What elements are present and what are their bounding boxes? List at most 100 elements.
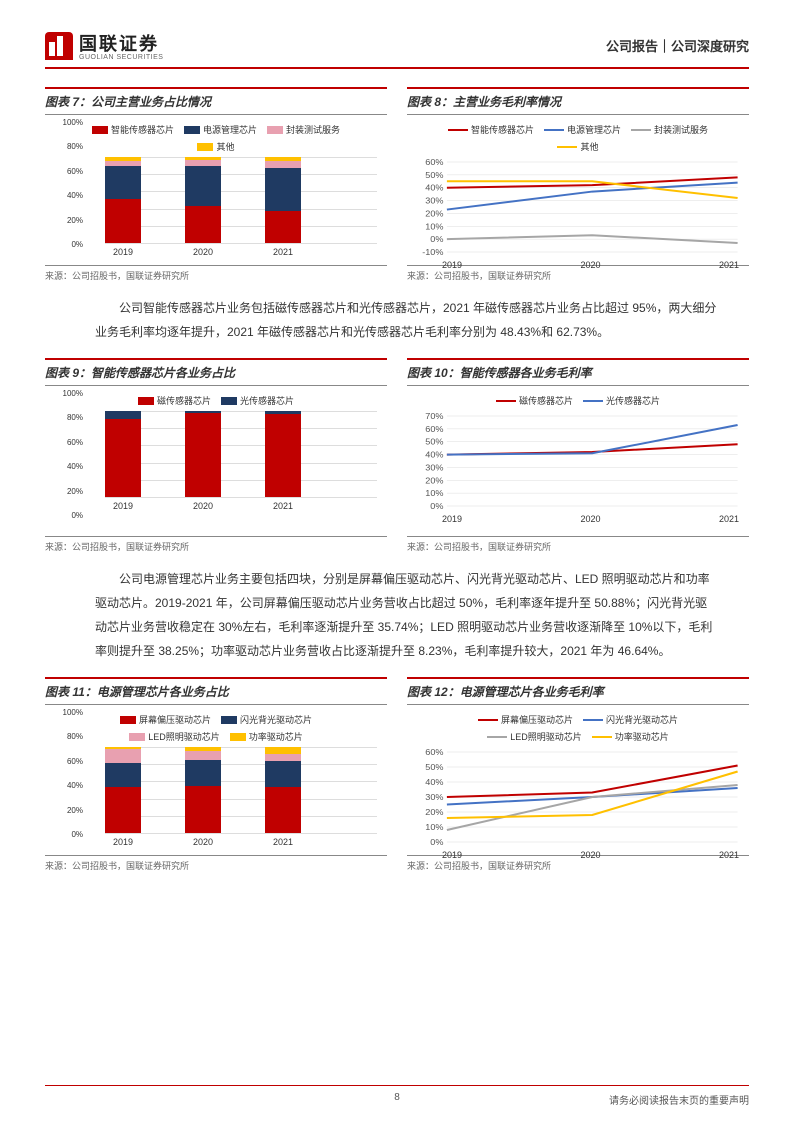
legend-swatch bbox=[197, 143, 213, 151]
line-x-label: 2020 bbox=[580, 850, 600, 860]
page-header: 国联证券 GUOLIAN SECURITIES 公司报告｜公司深度研究 bbox=[45, 30, 749, 69]
legend-label: 封装测试服务 bbox=[286, 123, 340, 136]
legend-swatch bbox=[221, 397, 237, 405]
svg-text:20%: 20% bbox=[425, 808, 444, 817]
bar-group bbox=[185, 747, 221, 833]
legend-label: 屏幕偏压驱动芯片 bbox=[139, 713, 211, 726]
legend-label: 电源管理芯片 bbox=[567, 123, 621, 136]
chart-7-source: 来源：公司招股书，国联证券研究所 bbox=[45, 265, 387, 282]
y-tick: 100% bbox=[55, 709, 83, 717]
chart-line bbox=[447, 425, 738, 455]
legend-label: 磁传感器芯片 bbox=[157, 394, 211, 407]
chart-10-title: 图表 10：智能传感器各业务毛利率 bbox=[407, 358, 749, 386]
bar-segment bbox=[105, 787, 141, 833]
legend-item: LED照明驱动芯片 bbox=[487, 730, 582, 743]
legend-swatch bbox=[631, 129, 651, 131]
legend-swatch bbox=[592, 736, 612, 738]
line-x-label: 2021 bbox=[719, 260, 739, 270]
legend-swatch bbox=[557, 146, 577, 148]
legend-item: 闪光背光驱动芯片 bbox=[221, 713, 312, 726]
bar-segment bbox=[105, 411, 141, 419]
legend-item: 其他 bbox=[197, 140, 234, 153]
legend-label: 电源管理芯片 bbox=[203, 123, 257, 136]
page-number: 8 bbox=[394, 1092, 400, 1103]
chart-8-legend: 智能传感器芯片 电源管理芯片封装测试服务其他 bbox=[438, 123, 718, 153]
chart-11-title: 图表 11：电源管理芯片各业务占比 bbox=[45, 677, 387, 705]
legend-item: 封装测试服务 bbox=[631, 123, 708, 136]
line-x-label: 2019 bbox=[442, 850, 462, 860]
legend-item: 封装测试服务 bbox=[267, 123, 340, 136]
chart-7-title: 图表 7：公司主营业务占比情况 bbox=[45, 87, 387, 115]
legend-item: 智能传感器芯片 bbox=[92, 123, 174, 136]
legend-label: 光传感器芯片 bbox=[606, 394, 660, 407]
paragraph-1: 公司智能传感器芯片业务包括磁传感器芯片和光传感器芯片，2021 年磁传感器芯片业… bbox=[95, 296, 719, 344]
legend-item: 智能传感器芯片 bbox=[448, 123, 534, 136]
legend-swatch bbox=[92, 126, 108, 134]
bar-group bbox=[105, 157, 141, 243]
legend-swatch bbox=[544, 129, 564, 131]
header-right: 公司报告｜公司深度研究 bbox=[606, 36, 749, 55]
svg-text:40%: 40% bbox=[425, 778, 444, 787]
chart-11-source: 来源：公司招股书，国联证券研究所 bbox=[45, 855, 387, 872]
bar-segment bbox=[105, 763, 141, 787]
svg-text:50%: 50% bbox=[425, 763, 444, 772]
y-tick: 100% bbox=[55, 390, 83, 398]
bar-segment bbox=[265, 168, 301, 211]
svg-text:40%: 40% bbox=[425, 183, 444, 192]
legend-swatch bbox=[221, 716, 237, 724]
chart-11-legend: 屏幕偏压驱动芯片闪光背光驱动芯片LED照明驱动芯片功率驱动芯片 bbox=[76, 713, 356, 743]
bar-x-label: 2020 bbox=[185, 837, 221, 847]
bar-segment bbox=[185, 166, 221, 206]
legend-label: 闪光背光驱动芯片 bbox=[240, 713, 312, 726]
page-footer: 8 请务必阅读报告末页的重要声明 bbox=[45, 1085, 749, 1103]
bar-group bbox=[265, 411, 301, 497]
svg-text:-10%: -10% bbox=[422, 248, 444, 257]
legend-label: 功率驱动芯片 bbox=[249, 730, 303, 743]
svg-text:40%: 40% bbox=[425, 450, 444, 459]
legend-swatch bbox=[120, 716, 136, 724]
bar-segment bbox=[105, 419, 141, 497]
bar-segment bbox=[185, 786, 221, 833]
legend-item: 光传感器芯片 bbox=[583, 394, 660, 407]
svg-text:60%: 60% bbox=[425, 158, 444, 167]
bar-segment bbox=[265, 761, 301, 787]
bar-segment bbox=[105, 199, 141, 243]
legend-item: 电源管理芯片 bbox=[544, 123, 621, 136]
line-x-label: 2021 bbox=[719, 850, 739, 860]
chart-line bbox=[447, 181, 738, 198]
bar-segment bbox=[265, 747, 301, 754]
bar-x-label: 2021 bbox=[265, 247, 301, 257]
chart-10-legend: 磁传感器芯片光传感器芯片 bbox=[438, 394, 718, 407]
legend-label: LED照明驱动芯片 bbox=[510, 730, 582, 743]
logo-text-cn: 国联证券 bbox=[79, 30, 163, 56]
chart-7-legend: 智能传感器芯片 电源管理芯片 封装测试服务其他 bbox=[76, 123, 356, 153]
legend-label: 智能传感器芯片 bbox=[471, 123, 534, 136]
footer-disclaimer: 请务必阅读报告末页的重要声明 bbox=[609, 1092, 749, 1107]
legend-swatch bbox=[478, 719, 498, 721]
bar-segment bbox=[185, 206, 221, 243]
chart-12: 图表 12：电源管理芯片各业务毛利率 屏幕偏压驱动芯片闪光背光驱动芯片LED照明… bbox=[407, 677, 749, 872]
bar-segment bbox=[185, 751, 221, 760]
svg-text:60%: 60% bbox=[425, 424, 444, 433]
legend-swatch bbox=[184, 126, 200, 134]
svg-text:70%: 70% bbox=[425, 412, 444, 421]
legend-label: 其他 bbox=[216, 140, 234, 153]
bar-x-label: 2021 bbox=[265, 501, 301, 511]
legend-item: 其他 bbox=[557, 140, 598, 153]
chart-9-legend: 磁传感器芯片光传感器芯片 bbox=[76, 394, 356, 407]
chart-line bbox=[447, 766, 738, 798]
logo: 国联证券 GUOLIAN SECURITIES bbox=[45, 30, 163, 61]
bar-group bbox=[265, 157, 301, 243]
svg-text:30%: 30% bbox=[425, 463, 444, 472]
svg-text:0%: 0% bbox=[430, 502, 444, 511]
legend-swatch bbox=[583, 400, 603, 402]
legend-swatch bbox=[230, 733, 246, 741]
line-x-label: 2021 bbox=[719, 514, 739, 524]
legend-label: 闪光背光驱动芯片 bbox=[606, 713, 678, 726]
chart-8: 图表 8：主营业务毛利率情况 智能传感器芯片电源管理芯片封装测试服务其他 60%… bbox=[407, 87, 749, 282]
line-x-label: 2020 bbox=[580, 260, 600, 270]
chart-9-title: 图表 9：智能传感器芯片各业务占比 bbox=[45, 358, 387, 386]
bar-x-label: 2020 bbox=[185, 247, 221, 257]
svg-text:30%: 30% bbox=[425, 196, 444, 205]
svg-text:20%: 20% bbox=[425, 476, 444, 485]
